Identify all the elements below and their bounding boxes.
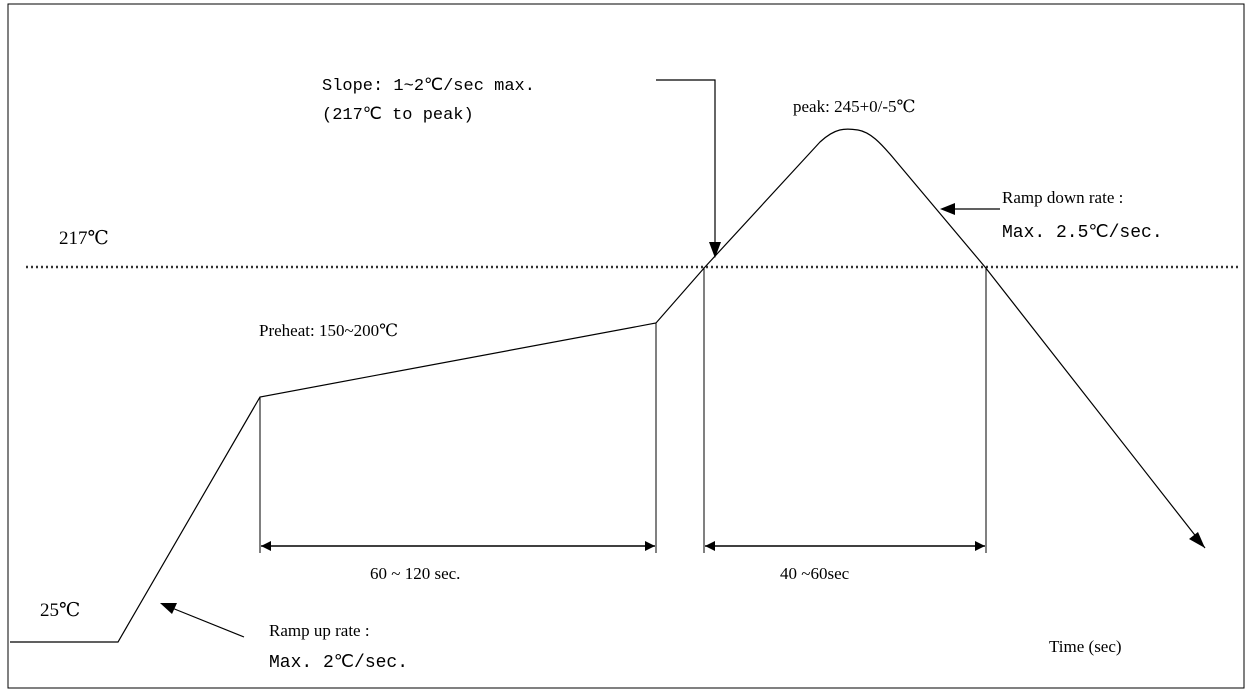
ramp-up-label-line2: Max. 2℃/sec. (269, 653, 409, 673)
peak-label: peak: 245+0/-5℃ (793, 97, 916, 116)
preheat-duration-label: 60 ~ 120 sec. (370, 564, 461, 583)
ramp-down-label-line2: Max. 2.5℃/sec. (1002, 223, 1163, 243)
ramp-up-arrowhead (160, 603, 177, 614)
diagram-frame (7, 3, 1245, 689)
slope-label-line2: (217℃ to peak) (322, 106, 474, 125)
slope-label-line1: Slope: 1~2℃/sec max. (322, 77, 535, 96)
ramp-down-arrowhead (940, 203, 955, 215)
slope-callout-arrowhead (709, 242, 721, 258)
ramp-down-label-line1: Ramp down rate : (1002, 188, 1124, 207)
time-axis-label: Time (sec) (1049, 637, 1122, 656)
ramp-up-callout-line (171, 607, 245, 638)
preheat-label: Preheat: 150~200℃ (259, 321, 399, 340)
liquidus-duration-label: 40 ~60sec (780, 564, 850, 583)
curve-end-arrowhead (1189, 532, 1205, 548)
ramp-up-label-line1: Ramp up rate : (269, 621, 370, 640)
temp-217-label: 217℃ (59, 228, 109, 249)
slope-callout-line (656, 79, 716, 248)
temperature-profile-curve (10, 128, 1206, 643)
temp-25-label: 25℃ (40, 600, 81, 621)
